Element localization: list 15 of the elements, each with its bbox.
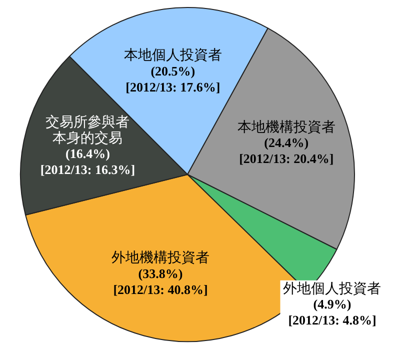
slice-label: 外地機構投資者	[111, 250, 210, 266]
slice-label: 本地機構投資者	[237, 119, 336, 136]
data-label: (16.4%)	[66, 146, 110, 162]
data-label: (4.9%)	[313, 296, 352, 312]
data-label: (20.5%)	[150, 63, 196, 78]
slice-label: 交易所參與者本身的交易	[46, 114, 130, 147]
data-label: (33.8%)	[138, 266, 183, 281]
slice-label: 外地個人投資者	[283, 280, 382, 297]
text: [2012/13: 4.8%]	[288, 312, 376, 328]
text: [2012/13: 40.8%]	[113, 282, 208, 297]
text: [2012/13: 20.4%]	[239, 151, 334, 166]
text: [2012/13: 17.6%]	[126, 79, 220, 94]
data-label: (24.4%)	[264, 135, 309, 150]
text: [2012/13: 16.3%]	[40, 162, 136, 178]
slice-label: 本地個人投資者	[124, 48, 222, 64]
